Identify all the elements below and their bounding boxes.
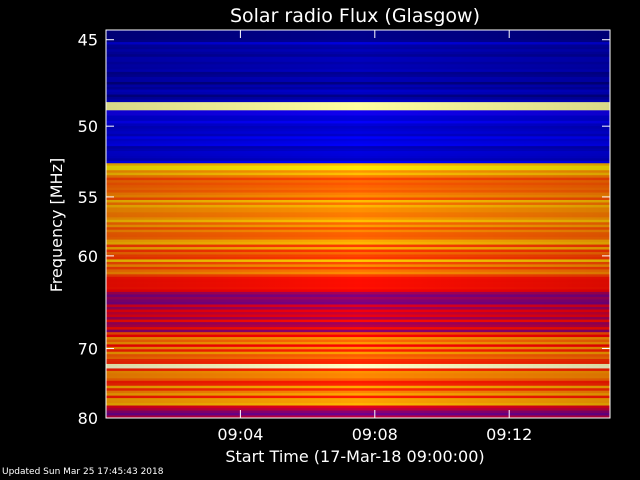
x-tick-label: 09:08 <box>352 425 398 444</box>
x-axis-label: Start Time (17-Mar-18 09:00:00) <box>225 447 484 466</box>
y-axis-label: Frequency [MHz] <box>47 158 66 292</box>
plot-frame <box>105 29 611 419</box>
y-tick-label: 55 <box>78 188 98 207</box>
y-tick-label: 70 <box>78 340 98 359</box>
plot-area <box>106 30 610 419</box>
y-tick-label: 80 <box>78 409 98 428</box>
updated-timestamp: Updated Sun Mar 25 17:45:43 2018 <box>2 467 164 477</box>
plot-shading <box>106 30 610 418</box>
x-tick-label: 09:04 <box>217 425 263 444</box>
axes: 45 50 55 60 70 80 09:04 09:08 09:12 <box>78 29 611 444</box>
y-tick-label: 50 <box>78 117 98 136</box>
y-tick-label: 60 <box>78 247 98 266</box>
chart-title: Solar radio Flux (Glasgow) <box>230 5 480 27</box>
x-tick-label: 09:12 <box>486 425 532 444</box>
y-tick-label: 45 <box>78 31 98 50</box>
